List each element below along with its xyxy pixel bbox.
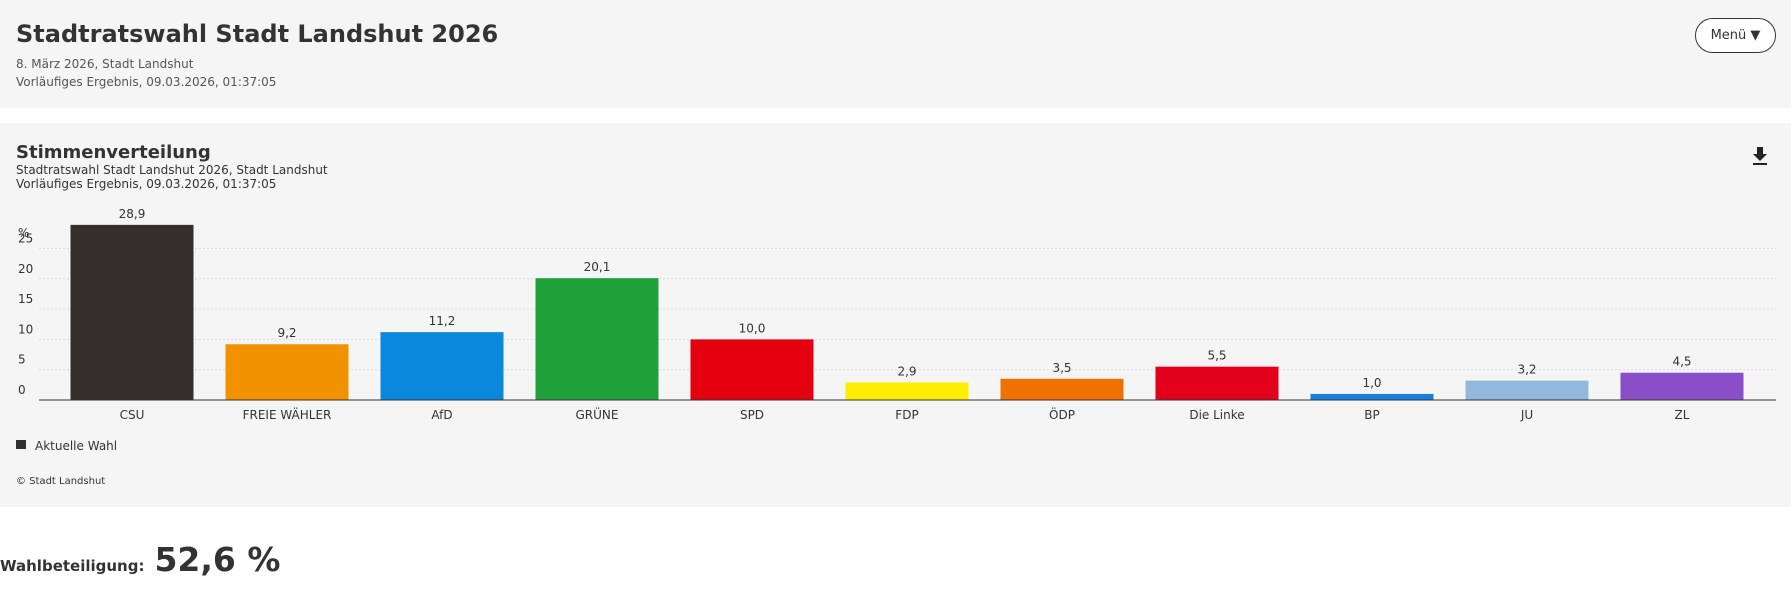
- chart-subtitle: Stadtratswahl Stadt Landshut 2026, Stadt…: [16, 163, 328, 177]
- header: Stadtratswahl Stadt Landshut 2026 8. Mär…: [0, 0, 1791, 108]
- x-tick-label: Die Linke: [1189, 408, 1244, 422]
- data-label: 3,5: [1052, 361, 1071, 375]
- data-label: 9,2: [277, 326, 296, 340]
- y-tick-label: 10: [18, 322, 33, 336]
- date: 8. März 2026, Stadt Landshut: [16, 57, 194, 71]
- turnout-label: Wahlbeteiligung:: [0, 557, 145, 575]
- y-tick-label: 5: [18, 353, 26, 367]
- chart-subtitle: Vorläufiges Ergebnis, 09.03.2026, 01:37:…: [16, 177, 276, 191]
- x-tick-label: SPD: [740, 408, 764, 422]
- x-tick-label: BP: [1364, 408, 1379, 422]
- data-label: 10,0: [739, 321, 766, 335]
- bar: [845, 382, 969, 400]
- data-label: 3,2: [1517, 363, 1536, 377]
- data-label: 1,0: [1362, 376, 1381, 390]
- status: Vorläufiges Ergebnis, 09.03.2026, 01:37:…: [16, 75, 277, 89]
- source: © Stadt Landshut: [16, 476, 105, 487]
- chart: Stimmenverteilung Stadtratswahl Stadt La…: [16, 142, 1776, 487]
- legend-label: Aktuelle Wahl: [35, 439, 117, 453]
- chart-title: Stimmenverteilung: [16, 142, 211, 163]
- turnout: Wahlbeteiligung: 52,6 %: [0, 540, 280, 579]
- bar: [690, 339, 814, 400]
- bar: [1620, 372, 1744, 400]
- x-tick-label: ZL: [1675, 408, 1690, 422]
- chart-panel: Stimmenverteilung Stadtratswahl Stadt La…: [0, 123, 1791, 507]
- x-tick-label: ÖDP: [1049, 406, 1075, 422]
- y-tick-label: 20: [18, 262, 33, 276]
- bar: [380, 332, 504, 400]
- bar: [1155, 366, 1279, 400]
- y-tick-label: 0: [18, 383, 26, 397]
- x-tick-label: FDP: [895, 408, 918, 422]
- bar: [1465, 380, 1589, 400]
- data-label: 5,5: [1207, 349, 1226, 363]
- data-label: 28,9: [119, 207, 146, 221]
- bar: [225, 344, 349, 400]
- x-tick-label: JU: [1520, 408, 1533, 422]
- data-label: 2,9: [897, 364, 916, 378]
- bar: [1310, 393, 1434, 400]
- x-tick-label: FREIE WÄHLER: [243, 407, 332, 422]
- legend-swatch: [16, 440, 26, 449]
- y-tick-label: 25: [18, 232, 33, 246]
- y-tick-label: 15: [18, 292, 33, 306]
- bar: [535, 278, 659, 400]
- bar: [70, 224, 194, 400]
- x-tick-label: CSU: [120, 408, 145, 422]
- page-title: Stadtratswahl Stadt Landshut 2026: [16, 20, 499, 48]
- y-axis-label: %: [18, 226, 29, 240]
- x-tick-label: GRÜNE: [576, 406, 619, 422]
- bar: [1000, 378, 1124, 400]
- download-icon[interactable]: [1753, 147, 1767, 165]
- turnout-value: 52,6 %: [154, 540, 281, 579]
- data-label: 20,1: [584, 260, 611, 274]
- menu-button[interactable]: Menü ▼: [1695, 18, 1776, 53]
- data-label: 11,2: [429, 314, 456, 328]
- x-tick-label: AfD: [431, 408, 452, 422]
- data-label: 4,5: [1672, 355, 1691, 369]
